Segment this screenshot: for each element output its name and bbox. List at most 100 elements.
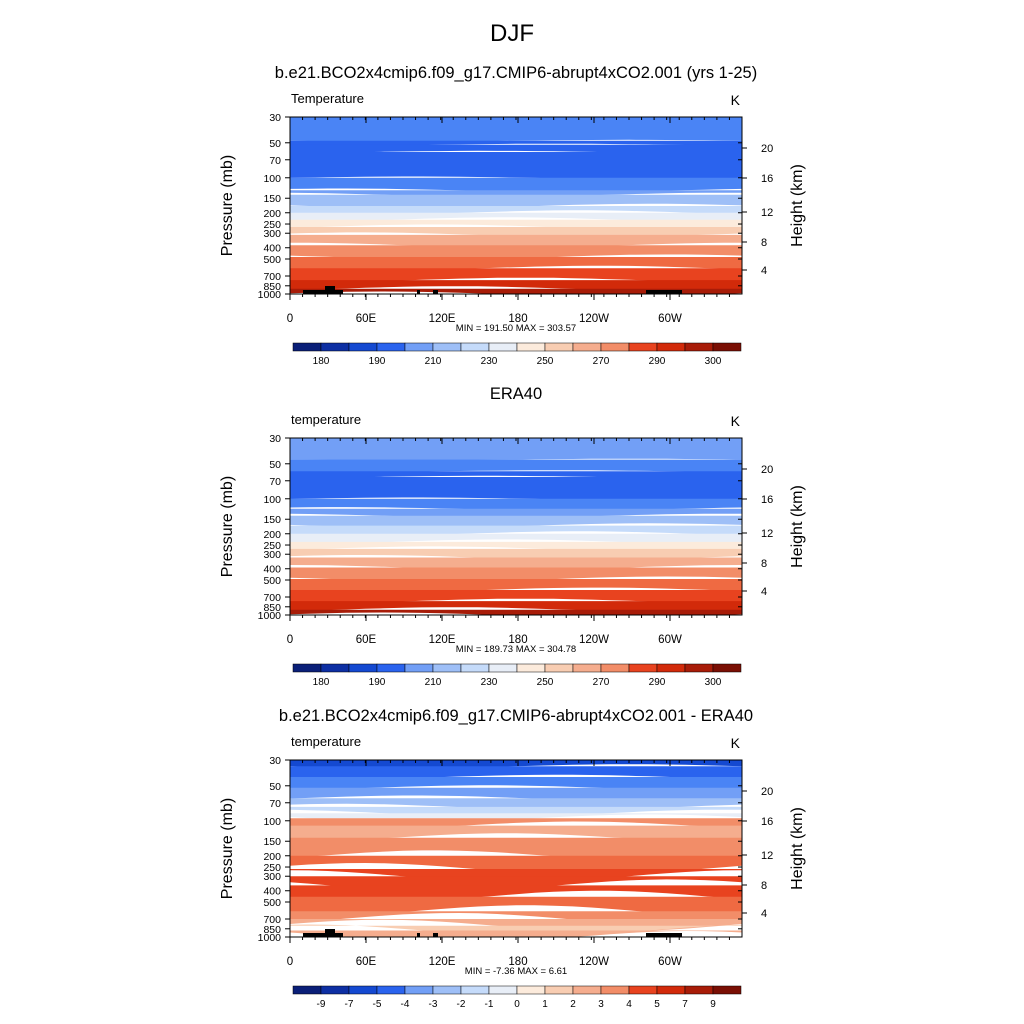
colorbar-label: -9 (317, 999, 326, 1010)
colorbar-label: 1 (542, 999, 548, 1010)
colorbar-box (292, 342, 322, 352)
min-max-label: MIN = -7.36 MAX = 6.61 (465, 966, 567, 977)
contour-band (290, 144, 742, 154)
colorbar-box (404, 342, 434, 352)
x-tick-label: 60W (658, 956, 682, 968)
colorbar-label: 290 (649, 677, 666, 688)
colorbar-label: -4 (401, 999, 410, 1010)
height-tick-label: 4 (761, 908, 767, 920)
topography-mask (303, 290, 325, 294)
contour-band (290, 140, 742, 146)
x-tick-label: 0 (287, 634, 293, 646)
colorbar-label: -1 (485, 999, 494, 1010)
colorbar-box (684, 663, 714, 673)
colorbar-label: 0 (514, 999, 520, 1010)
colorbar-box (488, 663, 518, 673)
x-tick-label: 120W (579, 956, 609, 968)
colorbar-box (572, 342, 602, 352)
topography-mask (646, 290, 682, 294)
pressure-tick-label: 250 (263, 540, 281, 552)
topography-mask (335, 290, 343, 294)
panel-units-label: K (731, 92, 741, 108)
topography-mask (417, 290, 420, 294)
height-tick-label: 16 (761, 173, 773, 185)
panel-variable-label: temperature (291, 412, 361, 427)
contour-band (290, 227, 742, 238)
colorbar-label: -5 (373, 999, 382, 1010)
colorbar-box (320, 985, 350, 995)
x-tick-label: 60W (658, 634, 682, 646)
pressure-tick-label: 850 (263, 602, 281, 614)
pressure-tick-label: 70 (269, 155, 281, 167)
colorbar-label: 210 (425, 677, 442, 688)
pressure-tick-label: 400 (263, 564, 281, 576)
height-tick-label: 12 (761, 850, 773, 862)
contour-band (290, 787, 742, 801)
contour-band (290, 601, 742, 613)
contour-band (290, 194, 742, 209)
contour-band (290, 515, 742, 528)
topography-mask (433, 933, 438, 937)
colorbar-box (516, 342, 546, 352)
y-axis-title: Pressure (mb) (219, 155, 236, 256)
pressure-tick-label: 500 (263, 897, 281, 909)
contour-band (290, 869, 742, 883)
pressure-tick-label: 700 (263, 592, 281, 604)
x-tick-label: 0 (287, 956, 293, 968)
x-tick-label: 120W (579, 634, 609, 646)
contour-band (290, 609, 742, 615)
y-axis-title: Pressure (mb) (219, 476, 236, 577)
colorbar-box (432, 342, 462, 352)
colorbar-label: 300 (705, 677, 722, 688)
pressure-tick-label: 200 (263, 208, 281, 220)
pressure-tick-label: 700 (263, 271, 281, 283)
topography-mask (325, 933, 335, 937)
colorbar-box (712, 342, 742, 352)
pressure-tick-label: 400 (263, 886, 281, 898)
y-axis-title: Pressure (mb) (219, 798, 236, 899)
colorbar-box (656, 342, 686, 352)
colorbar-box (460, 663, 490, 673)
contour-band (290, 245, 742, 260)
height-tick-label: 20 (761, 464, 773, 476)
pressure-tick-label: 100 (263, 816, 281, 828)
pressure-tick-label: 200 (263, 529, 281, 541)
contour-band (290, 117, 742, 142)
colorbar-box (656, 985, 686, 995)
colorbar-box (628, 985, 658, 995)
pressure-tick-label: 50 (269, 138, 281, 150)
colorbar-label: 5 (654, 999, 660, 1010)
colorbar-box (460, 342, 490, 352)
contour-band (290, 459, 742, 473)
pressure-tick-label: 100 (263, 494, 281, 506)
contour-band (290, 766, 742, 780)
contour-band (290, 288, 742, 294)
colorbar-box (348, 985, 378, 995)
colorbar-box (292, 985, 322, 995)
pressure-tick-label: 30 (269, 755, 281, 767)
contour-band (290, 477, 742, 501)
colorbar-label: 230 (481, 677, 498, 688)
colorbar-box (404, 985, 434, 995)
colorbar-box (544, 663, 574, 673)
panel-3: b.e21.BCO2x4cmip6.f09_g17.CMIP6-abrupt4x… (219, 707, 806, 1010)
topography-mask (646, 933, 682, 937)
contour-band (290, 567, 742, 582)
colorbar-box (572, 985, 602, 995)
height-tick-label: 16 (761, 816, 773, 828)
colorbar-label: -2 (457, 999, 466, 1010)
colorbar-box (600, 342, 630, 352)
contour-band (290, 498, 742, 511)
x-tick-label: 120E (429, 956, 456, 968)
colorbar-box (684, 985, 714, 995)
pressure-tick-label: 1000 (258, 289, 282, 301)
panel-variable-label: Temperature (291, 91, 364, 106)
contour-band (290, 837, 742, 862)
colorbar-box (712, 663, 742, 673)
pressure-tick-label: 700 (263, 914, 281, 926)
colorbar-box (460, 985, 490, 995)
panel-units-label: K (731, 735, 741, 751)
pressure-tick-label: 70 (269, 798, 281, 810)
pressure-tick-label: 150 (263, 836, 281, 848)
x-tick-label: 120E (429, 313, 456, 325)
